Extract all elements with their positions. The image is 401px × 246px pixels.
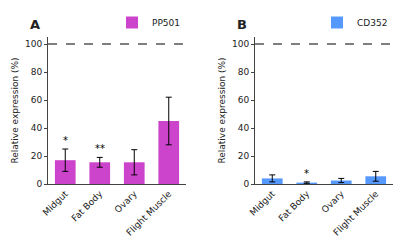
svg-text:*: * (63, 135, 68, 146)
svg-text:80: 80 (238, 67, 250, 77)
svg-text:Midgut: Midgut (41, 189, 70, 218)
svg-text:Fat Body: Fat Body (70, 188, 105, 223)
svg-text:40: 40 (238, 123, 250, 133)
svg-text:40: 40 (31, 123, 43, 133)
svg-text:Relative expression (%): Relative expression (%) (10, 57, 20, 163)
svg-text:A: A (30, 17, 40, 32)
svg-text:80: 80 (31, 67, 43, 77)
svg-text:60: 60 (238, 95, 250, 105)
svg-text:100: 100 (232, 39, 249, 49)
svg-text:CD352: CD352 (357, 18, 387, 28)
svg-text:60: 60 (31, 95, 43, 105)
svg-text:PP501: PP501 (152, 18, 180, 28)
svg-text:20: 20 (238, 151, 250, 161)
svg-text:Fat Body: Fat Body (277, 188, 312, 223)
svg-text:0: 0 (243, 179, 249, 189)
svg-text:Midgut: Midgut (248, 189, 277, 218)
svg-text:Ovary: Ovary (113, 188, 140, 215)
svg-text:20: 20 (31, 151, 43, 161)
svg-text:Relative expression (%): Relative expression (%) (217, 57, 227, 163)
svg-text:B: B (237, 17, 247, 32)
svg-text:**: ** (95, 143, 105, 154)
svg-text:Flight Muscle: Flight Muscle (331, 189, 380, 238)
svg-text:0: 0 (36, 179, 42, 189)
svg-text:Ovary: Ovary (320, 188, 347, 215)
svg-text:*: * (304, 168, 309, 179)
svg-text:100: 100 (25, 39, 42, 49)
svg-text:Flight Muscle: Flight Muscle (124, 189, 173, 238)
